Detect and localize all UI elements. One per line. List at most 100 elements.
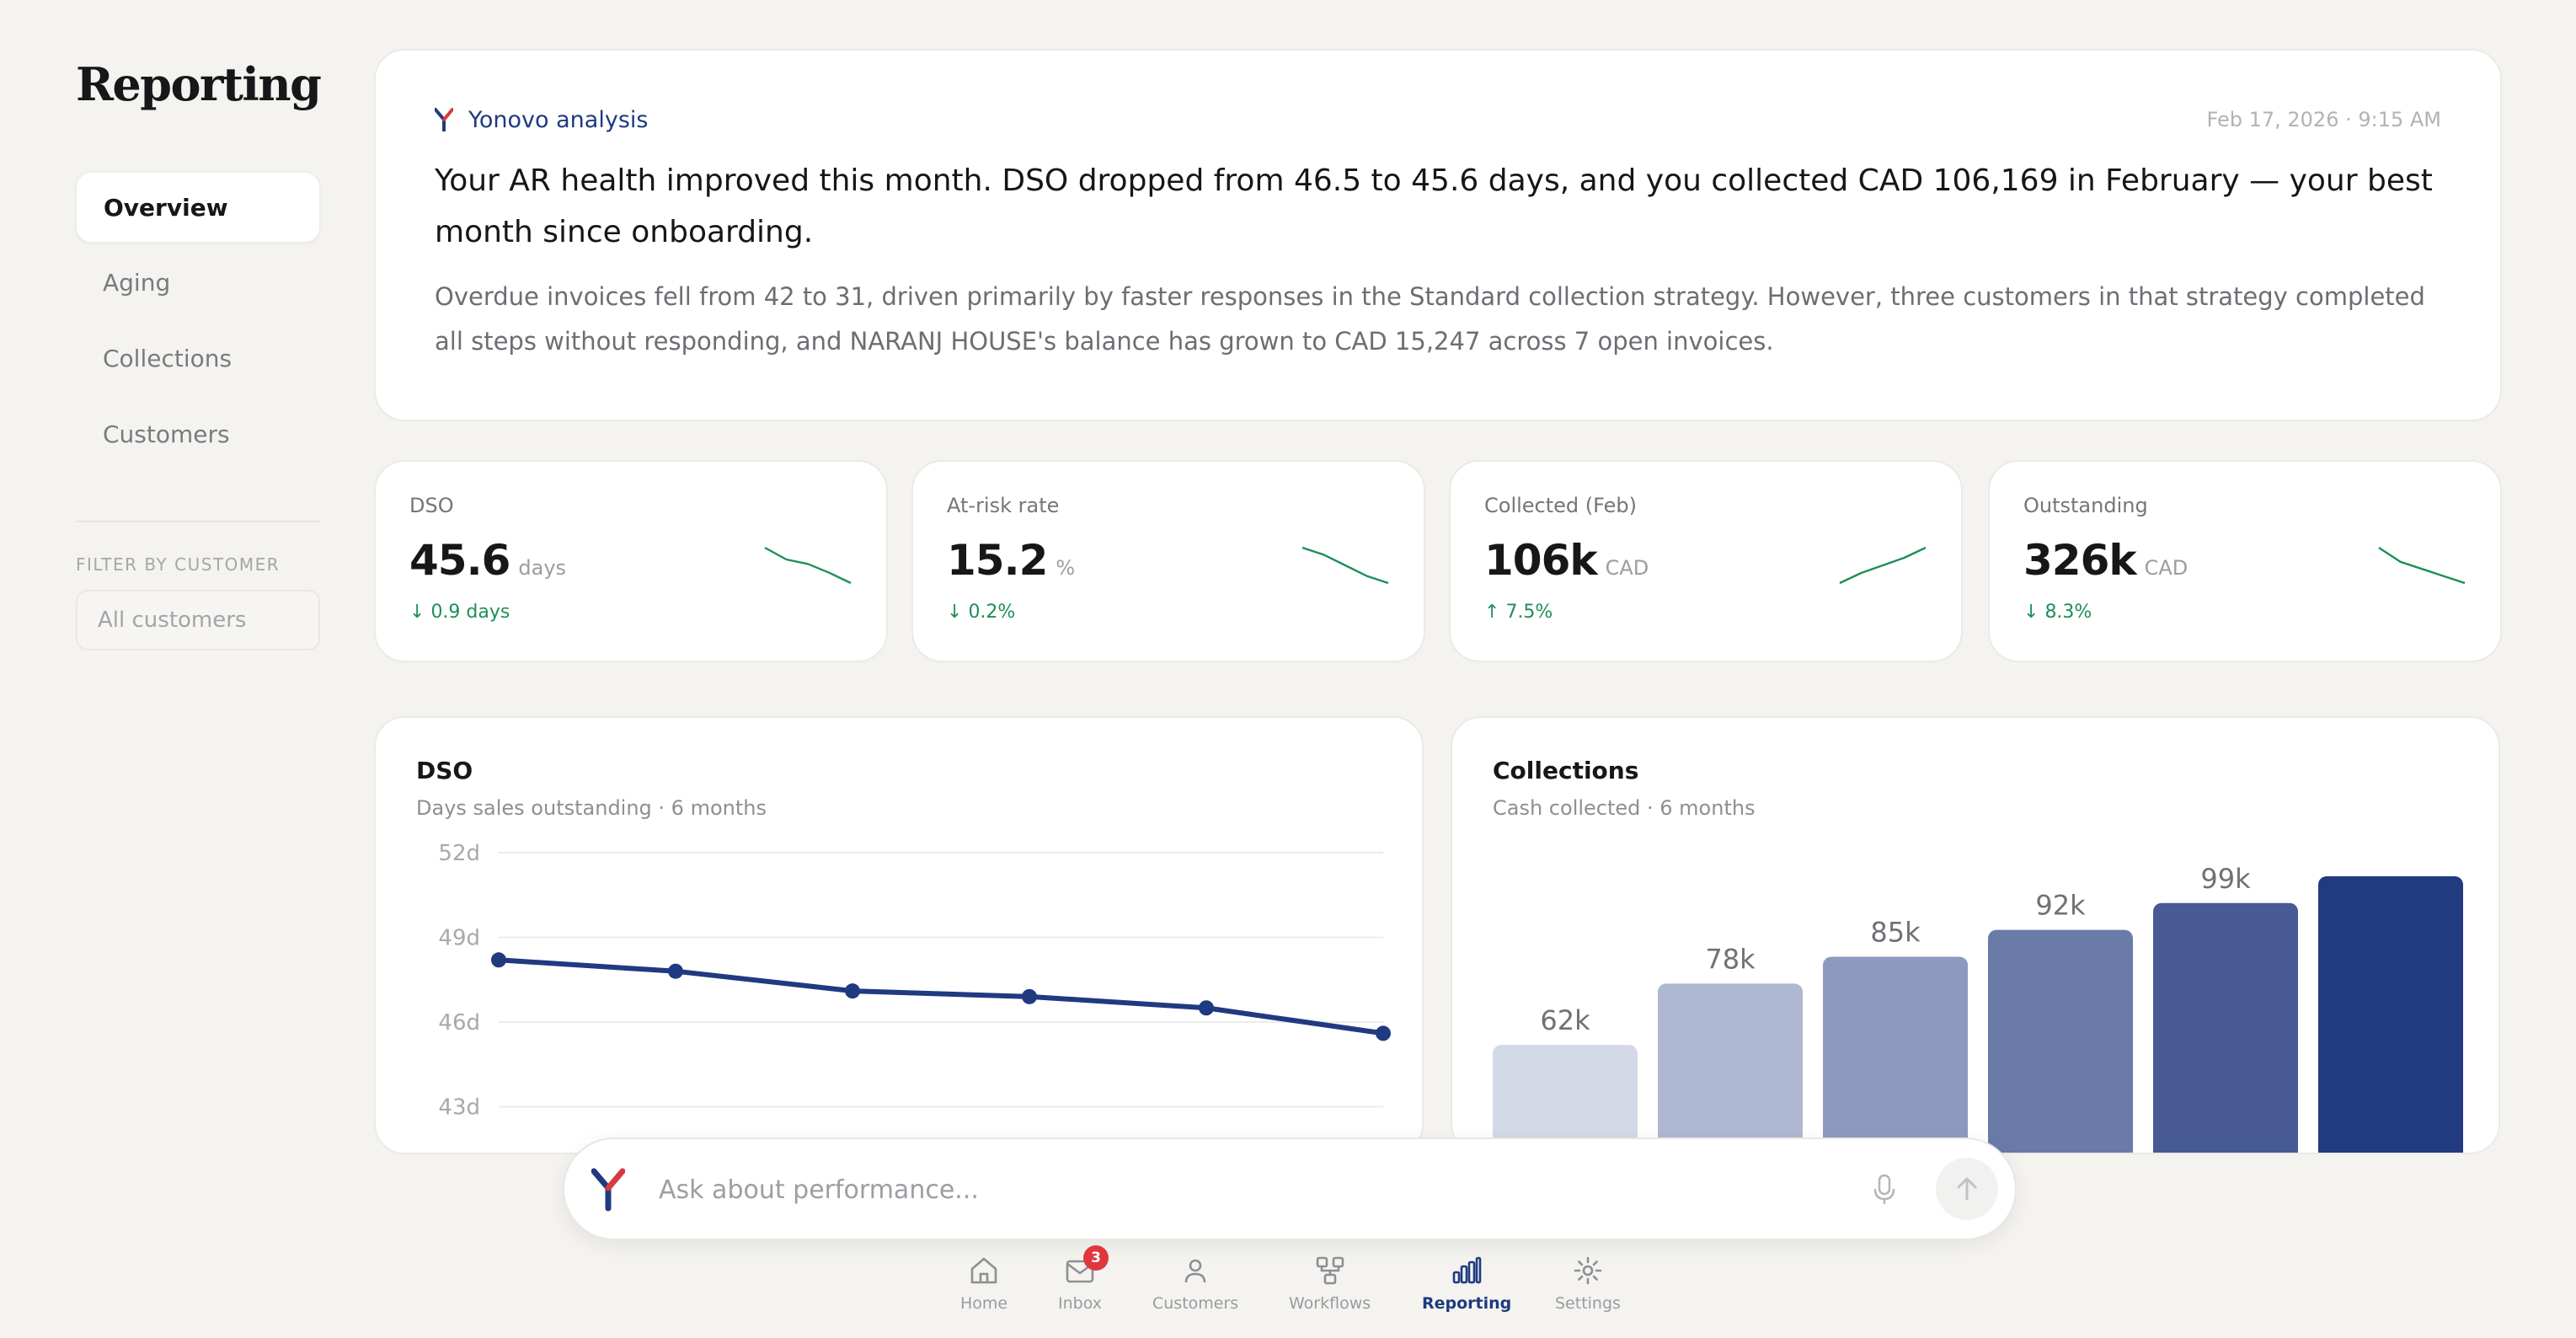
nav-tab-home[interactable]: Home bbox=[960, 1254, 1007, 1313]
bar-chart-icon bbox=[1452, 1256, 1482, 1284]
sidebar-item-customers[interactable]: Customers bbox=[103, 420, 230, 448]
dso-point[interactable] bbox=[1199, 1000, 1214, 1016]
kpi-card-dso[interactable]: DSO 45.6 days ↓ 0.9 days bbox=[374, 460, 888, 662]
kpi-unit: % bbox=[1056, 556, 1076, 580]
y-tick-label: 49d bbox=[438, 926, 480, 951]
arrow-down-icon: ↓ bbox=[409, 602, 425, 623]
kpi-card-collected[interactable]: Collected (Feb) 106k CAD ↑ 7.5% bbox=[1449, 460, 1963, 662]
chart-subtitle: Days sales outstanding · 6 months bbox=[416, 796, 767, 820]
yonovo-logo-icon bbox=[435, 108, 453, 131]
sidebar-divider bbox=[76, 521, 320, 522]
sparkline bbox=[2378, 546, 2466, 585]
gear-icon bbox=[1574, 1256, 1602, 1285]
collections-bar-chart: 62k 78k 85k 92k 99k bbox=[1493, 863, 2463, 1155]
kpi-delta-value: 0.2% bbox=[968, 602, 1016, 623]
filter-label: FILTER BY CUSTOMER bbox=[76, 554, 281, 575]
sparkline-path bbox=[764, 546, 852, 585]
dso-series-line bbox=[496, 957, 1386, 1036]
microphone-icon[interactable] bbox=[1872, 1173, 1897, 1207]
collections-bar[interactable] bbox=[1823, 956, 1968, 1155]
yonovo-logo-icon bbox=[591, 1168, 625, 1212]
kpi-unit: CAD bbox=[1605, 556, 1649, 580]
sidebar-item-overview[interactable]: Overview bbox=[76, 172, 320, 243]
dso-point[interactable] bbox=[1376, 1025, 1391, 1041]
bar-data-label: 62k bbox=[1540, 1004, 1590, 1036]
nav-tab-label: Reporting bbox=[1422, 1294, 1512, 1313]
kpi-unit: days bbox=[518, 556, 567, 580]
dso-point[interactable] bbox=[668, 963, 683, 979]
arrow-up-icon: ↑ bbox=[1484, 602, 1500, 623]
kpi-delta-value: 0.9 days bbox=[430, 602, 510, 623]
chart-title: DSO bbox=[416, 757, 473, 784]
dso-point[interactable] bbox=[491, 952, 506, 968]
nav-tab-label: Customers bbox=[1152, 1294, 1239, 1313]
kpi-delta: ↑ 7.5% bbox=[1484, 602, 1927, 623]
nav-tab-inbox[interactable]: 3 Inbox bbox=[1058, 1245, 1109, 1313]
chat-input[interactable] bbox=[659, 1164, 1720, 1215]
kpi-delta: ↓ 0.2% bbox=[947, 602, 1390, 623]
kpi-delta: ↓ 8.3% bbox=[2023, 602, 2466, 623]
sidebar: Reporting Overview Aging Collections Cus… bbox=[76, 51, 322, 650]
sidebar-nav: Overview Aging Collections Customers bbox=[76, 172, 320, 470]
collections-bar[interactable] bbox=[2153, 902, 2298, 1154]
bar-data-label: 78k bbox=[1705, 943, 1756, 975]
dso-point[interactable] bbox=[845, 983, 860, 999]
collections-bar[interactable] bbox=[1493, 1045, 1638, 1154]
kpi-delta-value: 7.5% bbox=[1505, 602, 1553, 623]
home-icon bbox=[970, 1257, 997, 1284]
dso-point[interactable] bbox=[1022, 988, 1037, 1004]
nav-tab-label: Inbox bbox=[1058, 1294, 1102, 1313]
y-tick-label: 52d bbox=[438, 841, 480, 866]
sparkline bbox=[764, 546, 852, 585]
bar-data-label: 92k bbox=[2035, 890, 2086, 922]
kpi-delta-value: 8.3% bbox=[2044, 602, 2092, 623]
customer-filter-select[interactable]: All customers bbox=[76, 590, 320, 650]
nav-tab-reporting[interactable]: Reporting bbox=[1422, 1254, 1511, 1313]
collections-bar[interactable] bbox=[1658, 983, 1803, 1154]
sidebar-item-aging[interactable]: Aging bbox=[103, 269, 171, 297]
nav-tab-settings[interactable]: Settings bbox=[1555, 1254, 1621, 1313]
sparkline-path bbox=[1301, 546, 1389, 585]
nav-tab-workflows[interactable]: Workflows bbox=[1289, 1254, 1371, 1313]
collections-bar[interactable] bbox=[2318, 875, 2463, 1154]
kpi-value: 45.6 bbox=[409, 536, 510, 585]
sidebar-item-collections[interactable]: Collections bbox=[103, 345, 232, 372]
kpi-card-outstanding[interactable]: Outstanding 326k CAD ↓ 8.3% bbox=[1988, 460, 2502, 662]
arrow-down-icon: ↓ bbox=[947, 602, 963, 623]
kpi-delta: ↓ 0.9 days bbox=[409, 602, 852, 623]
arrow-down-icon: ↓ bbox=[2023, 602, 2039, 623]
nav-tab-label: Settings bbox=[1555, 1294, 1621, 1313]
collections-bar[interactable] bbox=[1988, 929, 2133, 1154]
send-button[interactable] bbox=[1936, 1158, 1998, 1220]
analysis-brand-label: Yonovo analysis bbox=[468, 106, 649, 133]
kpi-value: 326k bbox=[2023, 536, 2137, 585]
kpi-label: Collected (Feb) bbox=[1484, 494, 1637, 517]
inbox-badge: 3 bbox=[1083, 1245, 1109, 1271]
nav-tab-label: Home bbox=[960, 1294, 1008, 1313]
y-tick-label: 46d bbox=[438, 1010, 480, 1036]
person-icon bbox=[1184, 1259, 1206, 1283]
chart-subtitle: Cash collected · 6 months bbox=[1493, 796, 1756, 820]
analysis-brand: Yonovo analysis bbox=[435, 107, 648, 133]
bar-data-label: 85k bbox=[1870, 917, 1921, 949]
page-title: Reporting bbox=[76, 57, 322, 111]
nav-tab-customers[interactable]: Customers bbox=[1152, 1254, 1238, 1313]
analysis-timestamp: Feb 17, 2026 · 9:15 AM bbox=[2206, 108, 2441, 131]
sparkline bbox=[1301, 546, 1389, 585]
assistant-chat-bar bbox=[563, 1137, 2017, 1240]
kpi-label: At-risk rate bbox=[947, 494, 1060, 517]
dso-chart-card: 52d 49d 46d 43d DSO Days sales outstanding … bbox=[374, 716, 1424, 1154]
kpi-label: DSO bbox=[409, 494, 454, 517]
sparkline bbox=[1839, 546, 1927, 585]
sparkline-path bbox=[1839, 546, 1927, 585]
kpi-value: 106k bbox=[1484, 536, 1598, 585]
dso-line-chart: 52d 49d 46d 43d bbox=[438, 841, 1391, 1121]
kpi-card-at-risk-rate[interactable]: At-risk rate 15.2 % ↓ 0.2% bbox=[911, 460, 1425, 662]
collections-chart-card: 62k 78k 85k 92k 99k Collections Cash collect… bbox=[1451, 716, 2500, 1154]
y-tick-label: 43d bbox=[438, 1095, 480, 1121]
analysis-card: Yonovo analysis Feb 17, 2026 · 9:15 AM Y… bbox=[374, 49, 2502, 421]
analysis-body: Overdue invoices fell from 42 to 31, dri… bbox=[435, 282, 2425, 356]
chart-title: Collections bbox=[1493, 757, 1639, 784]
kpi-value: 15.2 bbox=[947, 536, 1048, 585]
sparkline-path bbox=[2378, 546, 2466, 585]
